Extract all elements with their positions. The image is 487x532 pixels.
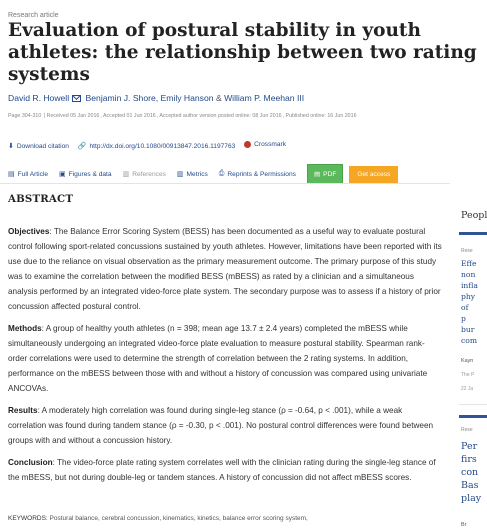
meta-published: Published online: 16 Jun 2016 — [285, 113, 357, 119]
tab-figures-data-label: Figures & data — [68, 170, 112, 178]
card-type-label: Rese — [461, 427, 473, 433]
printer-icon: ⎙ — [218, 170, 225, 177]
results-text: : A moderately high correlation was foun… — [8, 406, 434, 445]
meta-pages: Page 304-310 — [8, 113, 42, 119]
doi-label: http://dx.doi.org/10.1080/00913847.2016.… — [89, 142, 236, 150]
meta-received: Received 05 Jan 2016 — [46, 113, 100, 119]
download-citation-label: Download citation — [16, 142, 69, 150]
objectives-text: : The Balance Error Scoring System (BESS… — [8, 227, 442, 311]
tab-full-article-label: Full Article — [17, 170, 49, 178]
related-article-journal: The P — [461, 372, 475, 378]
meta-accepted: Accepted 01 Jun 2016 — [103, 113, 156, 119]
doi-link[interactable]: 🔗 http://dx.doi.org/10.1080/00913847.2016… — [77, 142, 236, 151]
related-article-author[interactable]: Kayn — [461, 358, 474, 364]
crossmark-icon — [244, 141, 252, 148]
conclusion-text: : The video-force plate rating system co… — [8, 458, 436, 482]
author-link[interactable]: Benjamin J. Shore, Emily Hanson — [85, 93, 214, 103]
related-article-author[interactable]: Br — [461, 522, 467, 528]
abstract-conclusion: Conclusion: The video-force plate rating… — [8, 455, 442, 485]
people-also-read-heading: Peopl — [461, 210, 487, 221]
abstract-heading: ABSTRACT — [8, 193, 74, 205]
conclusion-label: Conclusion — [8, 458, 53, 467]
pdf-icon: ▤ — [313, 171, 321, 178]
tab-reprints-permissions[interactable]: ⎙ Reprints & Permissions — [219, 170, 296, 178]
related-sidebar: Peopl Rese Effe non infla phy of p bur com Kayn… — [459, 0, 487, 532]
related-article-title[interactable]: Per firs con Bas play — [461, 441, 482, 504]
pdf-button-label: PDF — [323, 170, 337, 178]
tab-reprints-label: Reprints & Permissions — [227, 170, 296, 178]
methods-text: : A group of healthy youth athletes (n =… — [8, 324, 428, 393]
author-link[interactable]: William P. Meehan III — [224, 93, 305, 103]
author-separator: & — [215, 93, 222, 103]
article-type: Research article — [8, 12, 59, 19]
meta-author-version: Accepted author version posted online: 0… — [159, 113, 282, 119]
tab-references[interactable]: ▥ References — [122, 170, 166, 179]
pdf-button[interactable]: ▤ PDF — [306, 164, 344, 184]
keyword-links[interactable]: Postural balance, cerebral concussion, k… — [49, 515, 308, 522]
download-icon: ⬇ — [8, 143, 14, 150]
document-icon: ▤ — [8, 171, 15, 178]
related-article-title[interactable]: Effe non infla phy of p bur com — [461, 259, 478, 345]
mail-icon[interactable] — [72, 95, 82, 102]
related-article-date: 22 Ju — [461, 386, 474, 392]
download-citation-link[interactable]: ⬇ Download citation — [8, 142, 69, 151]
abstract-objectives: Objectives: The Balance Error Scoring Sy… — [8, 224, 442, 314]
link-icon: 🔗 — [77, 143, 87, 150]
tab-figures-data[interactable]: ▣ Figures & data — [59, 170, 112, 179]
book-icon: ▥ — [122, 171, 130, 178]
keywords: KEYWORDS: Postural balance, cerebral con… — [8, 515, 308, 522]
abstract-methods: Methods: A group of healthy youth athlet… — [8, 321, 442, 396]
crossmark-label: Crossmark — [254, 141, 287, 148]
card-divider — [459, 404, 487, 405]
tab-metrics-label: Metrics — [186, 170, 208, 178]
sidebar-accent-bar — [459, 232, 487, 235]
sidebar-accent-bar — [459, 415, 487, 418]
tab-metrics[interactable]: ▥ Metrics — [176, 170, 208, 179]
abstract-body: Objectives: The Balance Error Scoring Sy… — [8, 224, 442, 492]
author-list: David R. Howell Benjamin J. Shore, Emily… — [8, 93, 304, 103]
publication-meta: Page 304-310 | Received 05 Jan 2016, Acc… — [8, 113, 357, 119]
section-divider — [0, 183, 450, 184]
image-icon: ▣ — [59, 171, 66, 178]
author-link[interactable]: David R. Howell — [8, 93, 70, 103]
article-title: Evaluation of postural stability in yout… — [8, 20, 477, 85]
card-type-label: Rese — [461, 248, 473, 254]
objectives-label: Objectives — [8, 227, 50, 236]
tab-references-label: References — [132, 170, 166, 178]
tab-full-article[interactable]: ▤ Full Article — [8, 170, 49, 179]
keywords-label: KEYWORDS: — [8, 515, 48, 522]
bar-chart-icon: ▥ — [176, 171, 184, 178]
article-tabs: ▤ Full Article ▣ Figures & data ▥ Reference… — [8, 164, 399, 184]
crossmark-link[interactable]: Crossmark — [244, 141, 286, 148]
get-access-button[interactable]: Get access — [349, 165, 399, 183]
abstract-results: Results: A moderately high correlation w… — [8, 403, 442, 448]
article-links: ⬇ Download citation 🔗 http://dx.doi.org/10… — [8, 141, 293, 150]
methods-label: Methods — [8, 324, 42, 333]
results-label: Results — [8, 406, 38, 415]
